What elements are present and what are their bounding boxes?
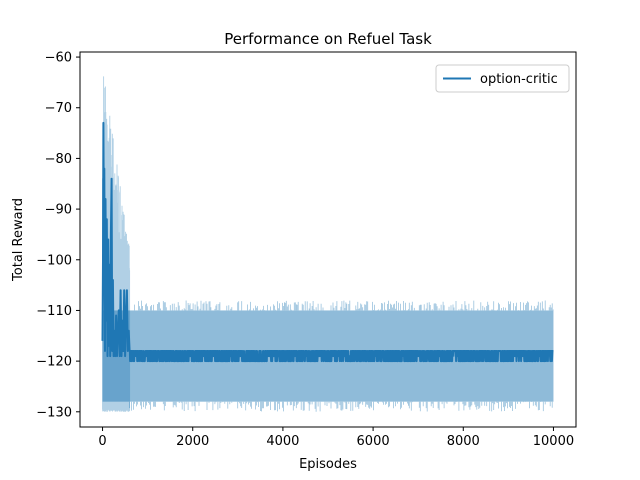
x-tick-label: 0: [98, 434, 106, 449]
y-axis-title: Total Reward: [11, 198, 26, 282]
series-line-option-critic: [101, 121, 555, 363]
y-tick-label: −60: [45, 51, 72, 66]
y-tick-label: −70: [45, 101, 72, 116]
confidence-band-spikes: [129, 300, 554, 412]
y-tick-label: −100: [36, 253, 72, 268]
y-tick-label: −110: [36, 304, 72, 319]
y-tick-label: −80: [45, 152, 72, 167]
legend: option-critic: [435, 64, 570, 93]
legend-box: [435, 64, 570, 93]
x-axis-title: Episodes: [299, 457, 357, 472]
y-tick-label: −90: [45, 203, 72, 218]
x-tick-label: 2000: [176, 434, 209, 449]
x-tick-label: 8000: [447, 434, 480, 449]
x-tick-label: 10000: [533, 434, 574, 449]
y-tick-label: −120: [36, 355, 72, 370]
y-axis: −130 −120 −110 −100 −90 −80 −70 −60: [36, 51, 80, 420]
plot-frame: [79, 51, 577, 428]
x-tick-label: 6000: [357, 434, 390, 449]
y-tick-label: −130: [36, 405, 72, 420]
x-tick-label: 4000: [266, 434, 299, 449]
chart-title: Performance on Refuel Task: [224, 30, 432, 48]
legend-label-option-critic: option-critic: [480, 72, 558, 87]
series-line-layer: [101, 121, 555, 363]
x-axis: 0 2000 4000 6000 8000 10000: [98, 427, 574, 449]
